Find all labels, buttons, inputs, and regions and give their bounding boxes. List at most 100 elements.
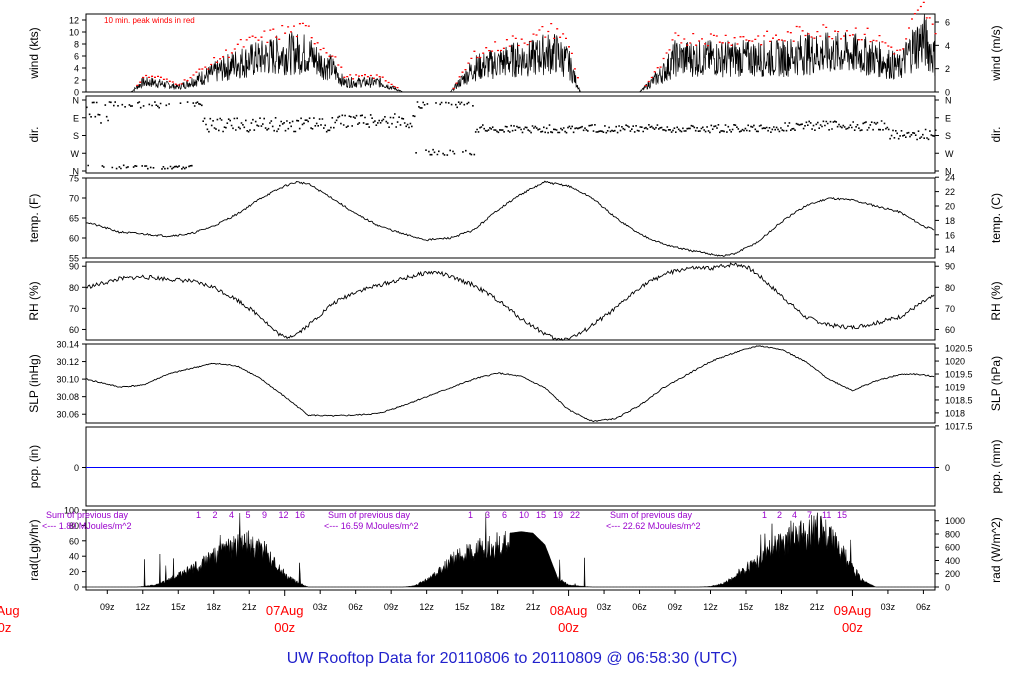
x-hour-label: 03z (597, 602, 612, 612)
dir-panel-frame (85, 95, 936, 174)
rad-annotation-value: <--- 1.80 MJoules/m^2 (42, 521, 132, 531)
x-hour-label: 06z (916, 602, 931, 612)
wind-panel-frame (85, 13, 936, 93)
rad-hour-mark: 5 (246, 510, 251, 520)
wind-left-tick-label: 10 (69, 28, 79, 38)
x-hour-label: 21z (526, 602, 541, 612)
slp-right-tick-label: 1020 (945, 357, 965, 367)
wind-direction-dots (86, 101, 937, 170)
rad-left-tick-label: 80 (69, 521, 79, 531)
rad-right-tick-label: 0 (945, 583, 950, 593)
wind-right-tick-label: 2 (945, 64, 950, 74)
dir-ylabel-right: dir. (989, 126, 1003, 142)
x-date-label: 06Aug (0, 603, 20, 618)
rad-hour-mark: 2 (213, 510, 218, 520)
rad-hour-mark: 1 (468, 510, 473, 520)
temp-left-tick-label: 75 (69, 174, 79, 184)
slp-left-tick-label: 30.08 (56, 392, 79, 402)
rh-ylabel-left: RH (%) (27, 281, 41, 320)
rad-hour-mark: 10 (519, 510, 529, 520)
dir-ylabel-left: dir. (27, 126, 41, 142)
x-hour-label: 03z (313, 602, 328, 612)
rad-hour-mark: 4 (229, 510, 234, 520)
wind-left-tick-label: 2 (74, 76, 79, 86)
rad-hour-mark: 16 (295, 510, 305, 520)
rad-hour-mark: 11 (822, 510, 831, 520)
temp-right-tick-label: 24 (945, 173, 955, 183)
slp-panel-frame (85, 343, 936, 424)
dir-left-tick-label: N (73, 167, 80, 177)
rad-annotation-title: Sum of previous day (46, 510, 129, 520)
rh-left-tick-label: 60 (69, 325, 79, 335)
rad-hour-mark: 15 (536, 510, 546, 520)
temp-left-tick-label: 70 (69, 194, 79, 204)
rad-hour-mark: 9 (262, 510, 267, 520)
dir-right-tick-label: N (945, 167, 952, 177)
rh-left-tick-label: 90 (69, 262, 79, 272)
rad-hour-mark: 3 (485, 510, 490, 520)
slp-right-tick-label: 1018 (945, 408, 965, 418)
wind-left-tick-label: 8 (74, 40, 79, 50)
radiation-area (86, 512, 935, 588)
rad-left-tick-label: 0 (74, 583, 79, 593)
rad-hour-mark: 19 (553, 510, 563, 520)
rh-left-tick-label: 80 (69, 283, 79, 293)
dir-left-tick-label: S (73, 131, 79, 141)
temp-right-tick-label: 16 (945, 230, 955, 240)
slp-right-tick-label: 1019.5 (945, 370, 973, 380)
rh-panel-frame (85, 261, 936, 341)
rad-hour-mark: 1 (196, 510, 201, 520)
temp-left-tick-label: 60 (69, 234, 79, 244)
x-date-label: 08Aug (550, 603, 588, 618)
rad-right-tick-label: 1000 (945, 516, 965, 526)
slp-right-tick-label: 1018.5 (945, 395, 973, 405)
wind-ylabel-left: wind (kts) (27, 27, 41, 79)
pcp-panel-frame (85, 426, 936, 507)
slp-left-tick-label: 30.10 (56, 375, 79, 385)
temp-left-tick-label: 55 (69, 254, 79, 264)
x-date-label: 07Aug (266, 603, 304, 618)
temp-right-tick-label: 18 (945, 216, 955, 226)
x-hour-label: 15z (171, 602, 186, 612)
x-date-label: 09Aug (834, 603, 872, 618)
pcp-ylabel-right: pcp. (mm) (989, 439, 1003, 493)
wind-right-tick-label: 0 (945, 88, 950, 98)
slp-left-tick-label: 30.14 (56, 340, 79, 350)
x-hour-label: 09z (100, 602, 115, 612)
rh-right-tick-label: 90 (945, 262, 955, 272)
x-date-time: 00z (274, 620, 295, 635)
slp-right-tick-label: 1017.5 (945, 421, 973, 431)
rad-hour-mark: 7 (807, 510, 812, 520)
x-hour-label: 06z (348, 602, 363, 612)
temperature-line (85, 180, 935, 257)
rad-left-tick-label: 20 (69, 567, 79, 577)
x-hour-label: 15z (455, 602, 470, 612)
pcp-right-tick-label: 0 (945, 463, 950, 473)
x-date-time: 00z (842, 620, 863, 635)
wind-ylabel-right: wind (m/s) (989, 25, 1003, 81)
wind-left-tick-label: 0 (74, 88, 79, 98)
rad-left-tick-label: 60 (69, 536, 79, 546)
rad-hour-mark: 22 (570, 510, 580, 520)
slp-ylabel-left: SLP (inHg) (27, 354, 41, 412)
wind-right-tick-label: 6 (945, 18, 950, 28)
rh-ylabel-right: RH (%) (989, 281, 1003, 320)
rad-hour-mark: 1 (762, 510, 767, 520)
slp-right-tick-label: 1020.5 (945, 344, 973, 354)
wind-left-tick-label: 6 (74, 52, 79, 62)
rad-annotation-value: <--- 22.62 MJoules/m^2 (606, 521, 701, 531)
x-hour-label: 12z (136, 602, 151, 612)
pcp-left-tick-label: 0 (74, 463, 79, 473)
rad-right-tick-label: 800 (945, 529, 960, 539)
temp-right-tick-label: 14 (945, 245, 955, 255)
rad-annotation-title: Sum of previous day (610, 510, 693, 520)
x-hour-label: 15z (739, 602, 754, 612)
rad-right-tick-label: 400 (945, 556, 960, 566)
dir-left-tick-label: E (73, 113, 79, 123)
wind-right-tick-label: 4 (945, 41, 950, 51)
x-hour-label: 09z (668, 602, 683, 612)
rad-panel-frame (85, 509, 936, 591)
rad-right-tick-label: 600 (945, 543, 960, 553)
dir-left-tick-label: N (73, 96, 80, 106)
